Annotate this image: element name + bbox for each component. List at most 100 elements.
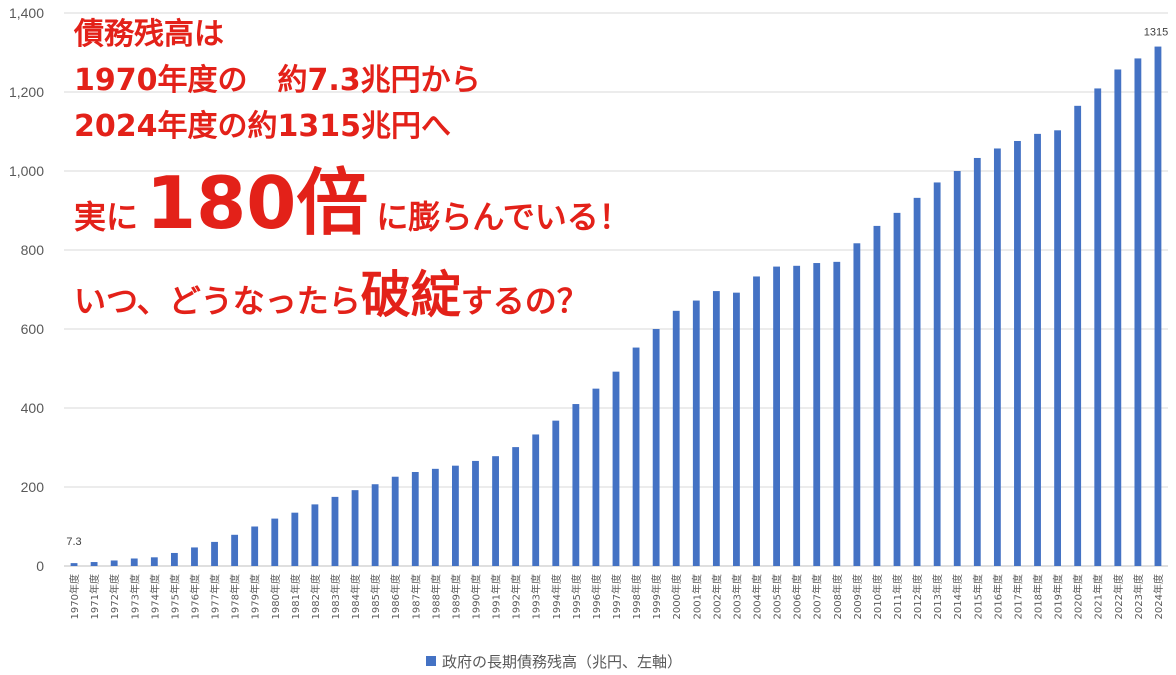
x-tick-label: 1997年度 xyxy=(610,574,623,619)
bar xyxy=(652,329,660,566)
bar xyxy=(371,484,379,566)
x-tick-label: 2001年度 xyxy=(690,574,703,619)
x-tick-label: 1971年度 xyxy=(88,574,101,619)
bar xyxy=(913,197,921,567)
bar xyxy=(1074,105,1082,566)
bar xyxy=(311,504,319,566)
x-tick-label: 1972年度 xyxy=(108,574,121,619)
annotation-line-1: 債務残高は xyxy=(73,17,224,52)
bar xyxy=(873,225,881,566)
x-tick-label: 1989年度 xyxy=(449,574,462,619)
bar xyxy=(452,465,459,566)
x-tick-label: 2008年度 xyxy=(831,574,844,619)
bar xyxy=(431,468,439,566)
bar xyxy=(391,476,399,566)
bar xyxy=(813,263,821,566)
x-tick-label: 2023年度 xyxy=(1132,574,1145,619)
y-tick-label: 800 xyxy=(21,242,45,258)
x-tick-label: 1998年度 xyxy=(630,574,643,619)
y-tick-label: 0 xyxy=(36,558,44,574)
x-tick-label: 1976年度 xyxy=(188,574,201,619)
bar xyxy=(251,526,259,566)
x-tick-label: 1977年度 xyxy=(209,574,222,619)
x-tick-label: 1994年度 xyxy=(550,574,563,619)
bar xyxy=(110,560,118,566)
y-axis-ticks: 0 200 400 600 800 1,000 1,200 1,400 xyxy=(9,5,44,574)
bar xyxy=(90,562,98,566)
bar xyxy=(170,552,178,566)
bar xyxy=(733,292,740,566)
bar xyxy=(592,388,600,566)
bar xyxy=(512,447,520,566)
bar xyxy=(351,490,359,566)
bar xyxy=(492,456,499,566)
annotation-line-3: 2024年度の約1315兆円へ xyxy=(74,109,451,144)
y-tick-label: 1,000 xyxy=(9,163,44,179)
x-tick-label: 1995年度 xyxy=(570,574,583,619)
x-tick-label: 2002年度 xyxy=(710,574,723,619)
bar xyxy=(150,557,158,566)
x-tick-label: 1986年度 xyxy=(389,574,402,619)
bar xyxy=(130,558,138,566)
bar xyxy=(632,347,640,566)
data-label-last: 1315 xyxy=(1144,27,1168,39)
annotation-line-5: いつ、どうなったら破綻するの？ xyxy=(74,266,589,324)
x-tick-label: 1992年度 xyxy=(510,574,523,619)
x-tick-label: 1991年度 xyxy=(490,574,503,619)
bar xyxy=(1154,46,1162,566)
x-tick-label: 2017年度 xyxy=(1011,574,1024,619)
x-tick-label: 1982年度 xyxy=(309,574,322,619)
y-tick-label: 1,200 xyxy=(9,84,44,100)
bar xyxy=(70,563,78,566)
x-tick-label: 1987年度 xyxy=(409,574,422,619)
x-tick-label: 2011年度 xyxy=(891,574,904,619)
bar xyxy=(953,171,961,566)
legend: 政府の長期債務残高（兆円、左軸） xyxy=(426,653,682,671)
bar xyxy=(833,261,841,566)
x-tick-label: 2015年度 xyxy=(971,574,984,619)
x-tick-label: 2010年度 xyxy=(871,574,884,619)
x-tick-label: 2009年度 xyxy=(851,574,864,619)
x-tick-label: 2012年度 xyxy=(911,574,924,619)
legend-label: 政府の長期債務残高（兆円、左軸） xyxy=(442,653,682,671)
bar xyxy=(973,157,981,566)
annotation: 債務残高は 1970年度の 約7.3兆円から 2024年度の約1315兆円へ 実… xyxy=(73,17,631,324)
bar xyxy=(712,291,720,566)
bar xyxy=(1014,140,1021,567)
annotation-emphasis-180x: 180倍 xyxy=(146,161,368,245)
bar xyxy=(331,496,339,566)
x-tick-label: 2007年度 xyxy=(811,574,824,619)
y-tick-label: 400 xyxy=(21,400,45,416)
x-tick-label: 1975年度 xyxy=(168,574,181,619)
bar xyxy=(1054,130,1062,566)
x-tick-label: 1984年度 xyxy=(349,574,362,619)
annotation-line-5a: いつ、どうなったら xyxy=(74,282,361,320)
y-tick-label: 200 xyxy=(21,479,45,495)
x-tick-label: 1980年度 xyxy=(269,574,282,619)
bar xyxy=(191,547,198,566)
bar xyxy=(853,243,861,566)
annotation-line-4: 実に 180倍 に膨らんでいる！ xyxy=(74,161,631,245)
data-label-first: 7.3 xyxy=(66,536,81,548)
x-tick-label: 1973年度 xyxy=(128,574,141,619)
bar xyxy=(1094,88,1102,566)
x-tick-label: 2000年度 xyxy=(670,574,683,619)
annotation-line-4a: 実に xyxy=(74,198,138,236)
x-tick-label: 2013年度 xyxy=(931,574,944,619)
bar xyxy=(1034,133,1041,566)
x-tick-label: 2019年度 xyxy=(1052,574,1065,619)
x-tick-label: 2024年度 xyxy=(1152,574,1165,619)
x-tick-label: 1988年度 xyxy=(429,574,442,619)
bar xyxy=(753,276,760,566)
x-tick-label: 2016年度 xyxy=(991,574,1004,619)
annotation-emphasis-collapse: 破綻 xyxy=(361,266,461,324)
x-tick-label: 2003年度 xyxy=(730,574,743,619)
x-tick-label: 1981年度 xyxy=(289,574,302,619)
bar xyxy=(552,420,560,566)
y-tick-label: 600 xyxy=(21,321,45,337)
y-tick-label: 1,400 xyxy=(9,5,44,21)
bars xyxy=(70,46,1162,567)
x-tick-label: 2022年度 xyxy=(1112,574,1125,619)
x-tick-label: 1983年度 xyxy=(329,574,342,619)
